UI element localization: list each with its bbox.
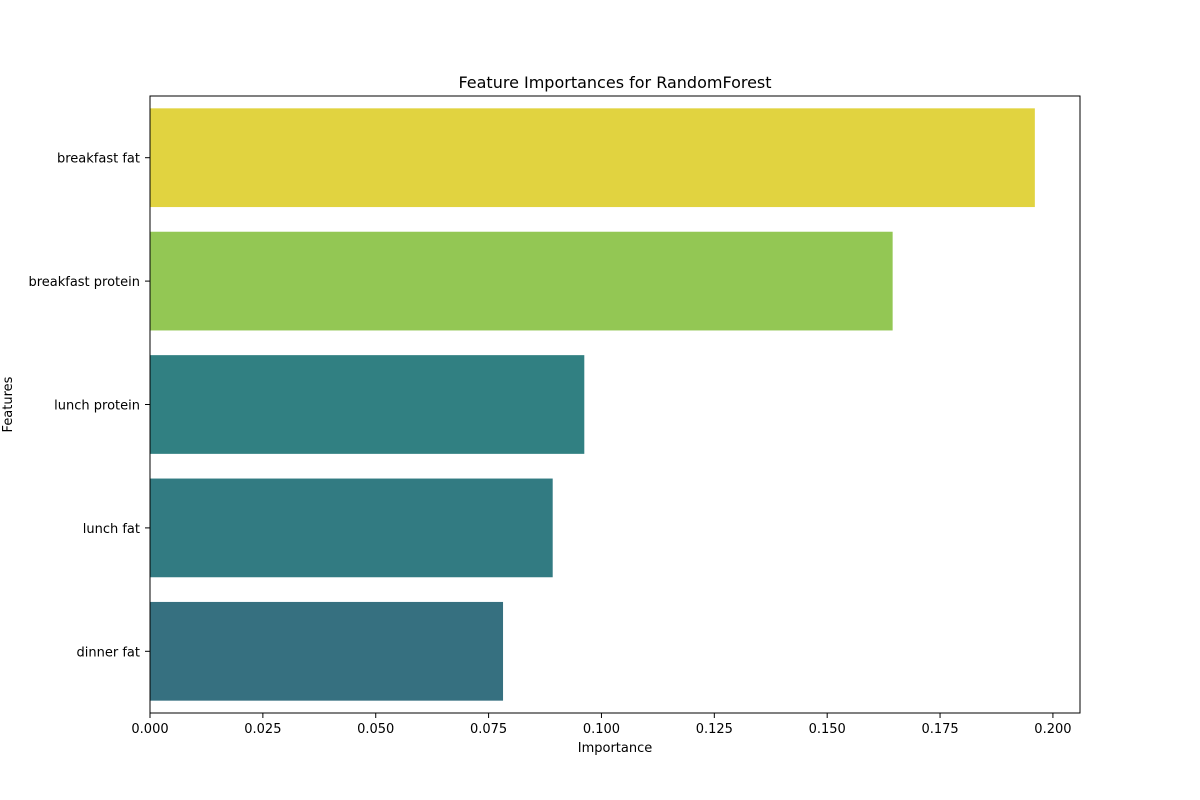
x-tick-label: 0.100	[583, 722, 620, 737]
y-axis-ticks: breakfast fat breakfast protein lunch prot…	[28, 152, 150, 660]
y-tick-label: breakfast fat	[57, 152, 140, 167]
x-tick-label: 0.075	[470, 722, 507, 737]
x-axis-ticks: 0.000 0.025 0.050 0.075 0.100 0.125 0.150 0.175…	[131, 713, 1072, 737]
bar-dinner-fat	[150, 601, 504, 701]
x-tick-label: 0.150	[809, 722, 846, 737]
bar-breakfast-fat	[150, 108, 1035, 208]
y-tick-label: dinner fat	[77, 645, 140, 660]
bars-layer	[150, 108, 1035, 701]
bar-lunch-fat	[150, 478, 553, 578]
y-tick-label: lunch fat	[83, 522, 140, 537]
y-tick-label: breakfast protein	[28, 275, 140, 290]
x-tick-label: 0.125	[696, 722, 733, 737]
bar-lunch-protein	[150, 355, 585, 454]
x-tick-label: 0.200	[1034, 722, 1071, 737]
x-tick-label: 0.025	[244, 722, 281, 737]
bar-breakfast-protein	[150, 231, 893, 331]
x-axis-label: Importance	[578, 741, 653, 756]
chart-title: Feature Importances for RandomForest	[458, 73, 771, 92]
y-axis-label: Features	[1, 376, 16, 432]
y-tick-label: lunch protein	[54, 399, 140, 414]
x-tick-label: 0.175	[921, 722, 958, 737]
x-tick-label: 0.050	[357, 722, 394, 737]
x-tick-label: 0.000	[131, 722, 168, 737]
plot-frame	[149, 95, 1081, 714]
